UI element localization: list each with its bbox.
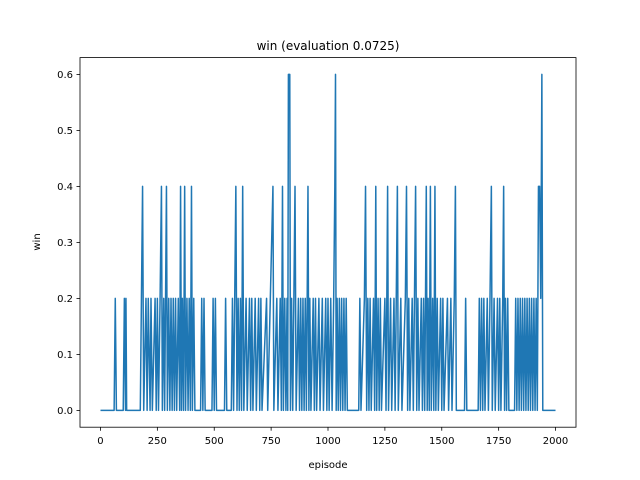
x-tick-label: 1500 (429, 436, 454, 447)
x-tick-label: 750 (262, 436, 281, 447)
plot-frame (79, 57, 577, 428)
x-tick-label: 2000 (543, 436, 568, 447)
y-tick-label: 0.4 (57, 182, 73, 193)
x-axis-ticks: 0 250 500 750 1000 1250 1500 1750 2000 (97, 427, 568, 447)
x-tick-label: 250 (148, 436, 167, 447)
x-tick-label: 0 (97, 436, 103, 447)
y-tick-label: 0.1 (57, 350, 73, 361)
y-tick-label: 0.5 (57, 126, 73, 137)
y-axis-ticks: 0.0 0.1 0.2 0.3 0.4 0.5 0.6 (57, 70, 80, 417)
y-tick-label: 0.2 (57, 294, 73, 305)
y-tick-label: 0.6 (57, 70, 73, 81)
x-tick-label: 1750 (486, 436, 511, 447)
y-tick-label: 0.0 (57, 406, 73, 417)
chart-title: win (evaluation 0.0725) (257, 39, 400, 53)
series-layer (100, 73, 556, 412)
y-tick-label: 0.3 (57, 238, 73, 249)
series-line-0 (100, 73, 556, 412)
x-axis-label: episode (308, 460, 347, 471)
y-axis-label: win (32, 233, 43, 250)
x-tick-label: 1000 (315, 436, 340, 447)
x-tick-label: 1250 (372, 436, 397, 447)
x-tick-label: 500 (205, 436, 224, 447)
